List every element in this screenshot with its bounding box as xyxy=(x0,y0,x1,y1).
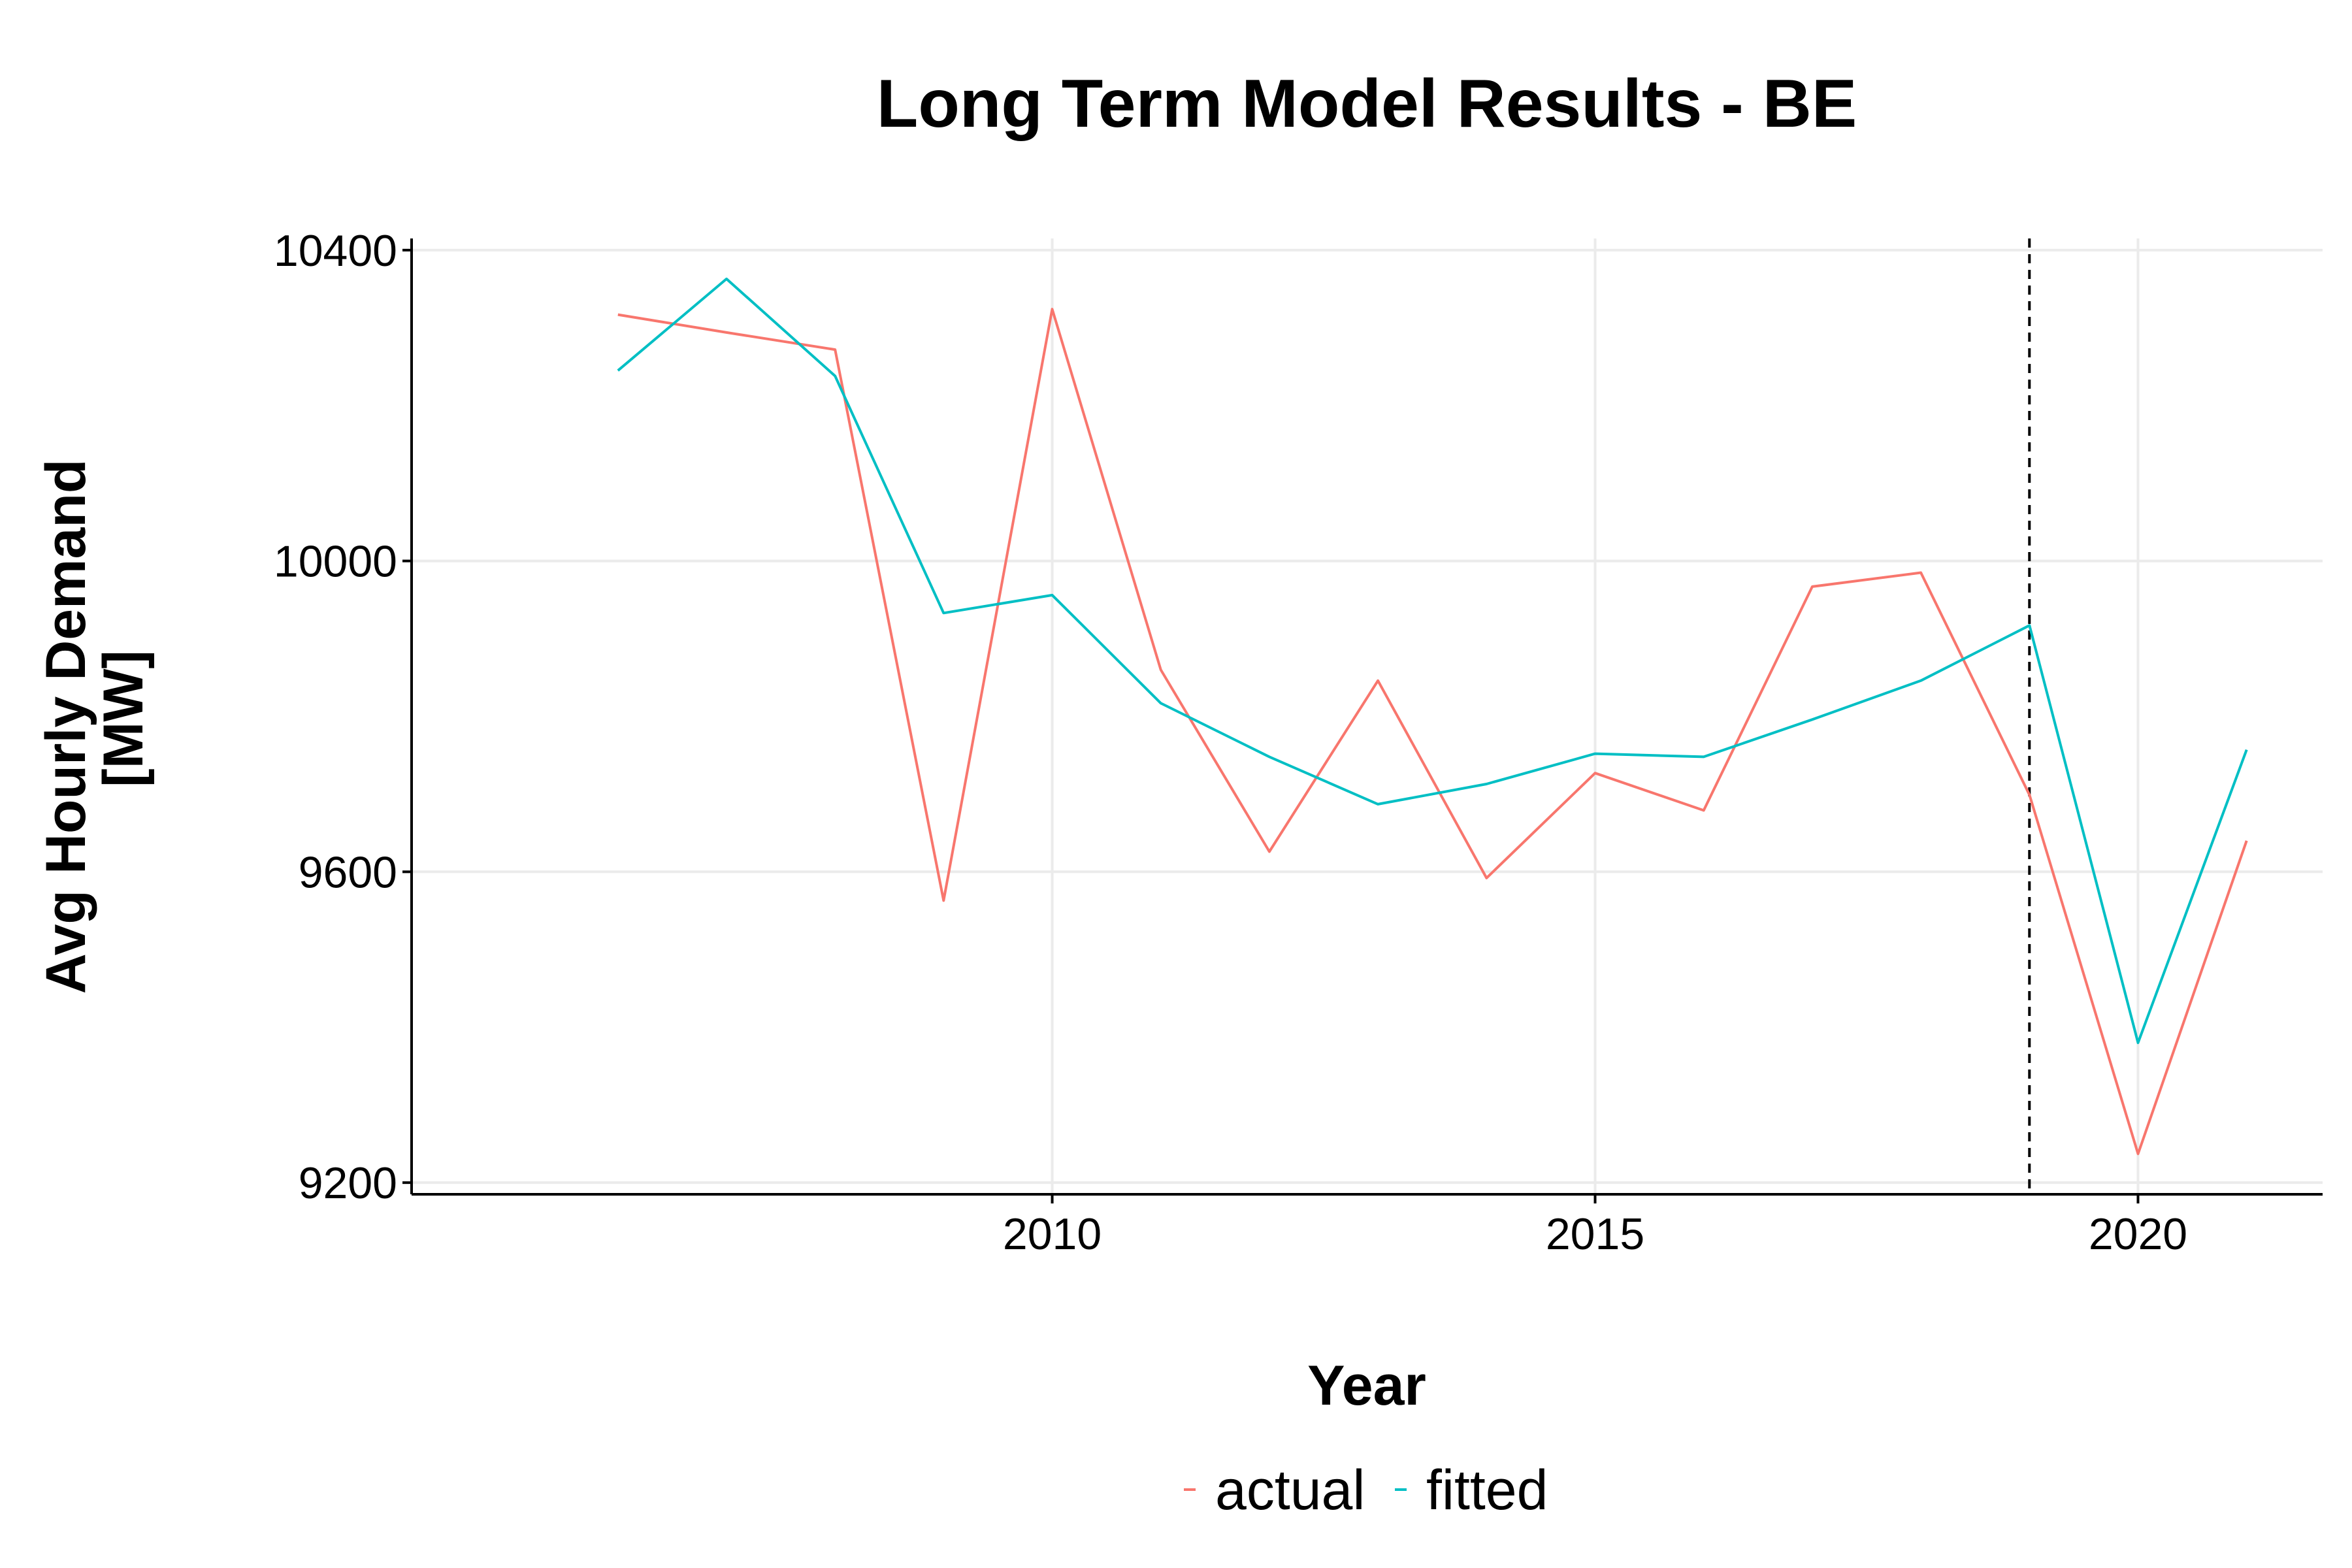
legend-label-fitted: fitted xyxy=(1426,1459,1548,1522)
chart-title: Long Term Model Results - BE xyxy=(877,66,1857,142)
y-tick-label-2: 10000 xyxy=(274,537,397,587)
y-tick-label-0: 9200 xyxy=(299,1158,397,1208)
axis-ticks: 9200 9600 10000 10400 2010 2015 2020 xyxy=(274,226,2187,1259)
y-tick-label-3: 10400 xyxy=(274,226,397,276)
legend: actual fitted xyxy=(1184,1459,1548,1522)
legend-label-actual: actual xyxy=(1215,1459,1365,1522)
x-tick-label-1: 2015 xyxy=(1546,1209,1644,1259)
grid xyxy=(412,238,2323,1194)
series-group xyxy=(617,277,2248,1156)
x-axis-title: Year xyxy=(1307,1354,1426,1417)
y-tick-label-1: 9600 xyxy=(299,847,397,897)
x-tick-label-2: 2020 xyxy=(2089,1209,2187,1259)
series-line-fitted xyxy=(617,277,2248,1045)
y-axis-title-line-2: [MW] xyxy=(92,650,155,787)
y-axis-title: Avg Hourly Demand [MW] xyxy=(35,444,155,994)
x-tick-label-0: 2010 xyxy=(1003,1209,1102,1259)
y-axis-title-line-1: Avg Hourly Demand xyxy=(35,459,97,994)
series-line-actual xyxy=(617,308,2248,1156)
